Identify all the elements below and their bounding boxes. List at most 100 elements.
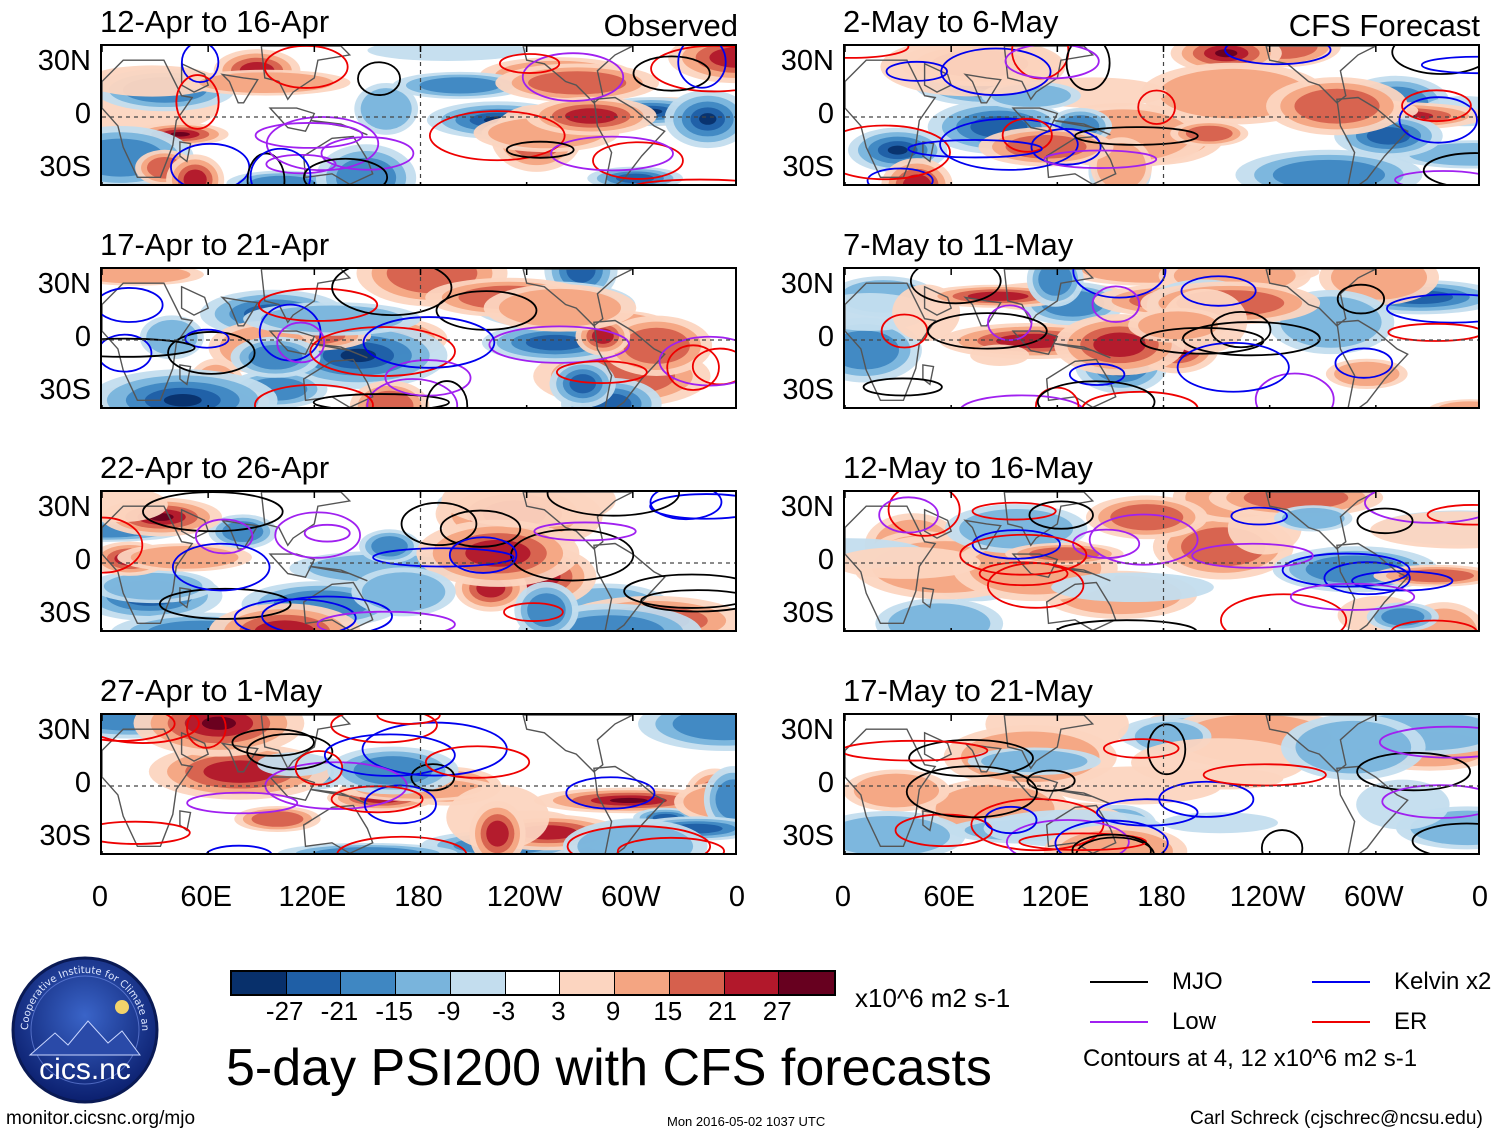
coastline [922, 364, 935, 386]
kelvin-contour [180, 46, 220, 84]
low-contour [1289, 582, 1416, 611]
anomaly-shading [254, 620, 315, 630]
coastline [179, 364, 192, 386]
coastline [268, 330, 316, 355]
kelvin-contour [866, 167, 934, 184]
y-tick-label: 0 [74, 544, 91, 576]
observed-label: Observed [603, 8, 738, 43]
mjo-contour [546, 492, 680, 517]
coastline [180, 285, 210, 316]
anomaly-shading [981, 750, 1088, 773]
anomaly-shading [419, 77, 501, 94]
mjo-contour [1026, 769, 1076, 792]
map-panel [843, 267, 1480, 409]
y-tick-label: 0 [817, 544, 834, 576]
low-contour [1088, 513, 1199, 566]
y-tick-label: 30S [782, 597, 834, 630]
anomaly-shading [441, 492, 616, 528]
x-tick-label: 120W [486, 881, 563, 913]
colorbar-tick-label: 15 [653, 996, 683, 1026]
mjo-contour [1065, 46, 1111, 91]
coastline [593, 319, 666, 407]
map-svg [102, 715, 735, 853]
kelvin-contour [323, 733, 456, 777]
anomaly-shading [566, 269, 596, 283]
er-contour [1220, 593, 1348, 630]
low-contour [1005, 819, 1130, 853]
y-tick-label: 0 [74, 321, 91, 353]
panel-title: 2-May to 6-May [843, 4, 1059, 39]
er-contour [102, 516, 144, 574]
kelvin-contour [984, 805, 1038, 835]
low-contour [533, 521, 637, 542]
anomaly-shading [1093, 332, 1146, 357]
er-contour [257, 287, 379, 322]
y-tick-label: 30N [37, 713, 91, 746]
coastline [1053, 342, 1111, 359]
anomaly-shading [1330, 269, 1427, 300]
coastline [102, 282, 194, 402]
colorbar-cell [724, 972, 780, 994]
coastline [260, 492, 352, 547]
x-tick-label: 60E [180, 881, 232, 913]
coastline [1011, 107, 1059, 132]
y-tick-label: 30N [37, 267, 91, 300]
coastline [1045, 358, 1117, 407]
anomaly-shading [709, 47, 735, 68]
forecast-label: CFS Forecast [1288, 8, 1480, 43]
coastline [260, 269, 352, 324]
anomaly-shading [183, 169, 207, 184]
timestamp: Mon 2016-05-02 1037 UTC [667, 1114, 826, 1129]
anomaly-shading [672, 715, 735, 741]
y-tick-label: 30S [782, 374, 834, 407]
anomaly-shading [1028, 547, 1100, 561]
legend-line [1312, 981, 1370, 983]
map-panel [100, 267, 737, 409]
kelvin-contour [1030, 128, 1102, 166]
kelvin-contour [233, 598, 357, 630]
coastline [522, 492, 634, 550]
mjo-contour [1071, 833, 1152, 853]
coastline [1336, 542, 1409, 630]
anomaly-shading [1281, 507, 1345, 529]
coastline [593, 96, 666, 184]
x-tick-label: 180 [1137, 881, 1186, 913]
low-contour [265, 153, 337, 175]
colorbar-cell [232, 972, 287, 994]
low-contour [316, 610, 456, 630]
anomaly-shading [146, 319, 198, 355]
y-tick-label: 30S [39, 597, 91, 630]
map-svg [102, 269, 735, 407]
er-contour [309, 326, 456, 377]
mjo-contour [632, 55, 711, 92]
anomaly-shading [1130, 738, 1307, 787]
figure-title: 5-day PSI200 with CFS forecasts [226, 1039, 992, 1097]
anomaly-shading [715, 779, 735, 820]
low-contour [1254, 372, 1335, 407]
map-svg [845, 46, 1478, 184]
anomaly-shading [1110, 504, 1184, 531]
kelvin-contour [1180, 275, 1257, 307]
mjo-contour [1056, 619, 1198, 630]
x-tick-label: 0 [91, 881, 109, 913]
kelvin-contour [907, 139, 1043, 159]
anomaly-shading [887, 145, 908, 155]
y-tick-label: 30N [37, 490, 91, 523]
kelvin-contour [1224, 46, 1332, 66]
low-contour [276, 321, 326, 364]
website-link[interactable]: monitor.cicsnc.org/mjo [6, 1108, 196, 1129]
y-tick-label: 0 [817, 767, 834, 799]
er-contour [376, 715, 441, 725]
er-contour [1137, 89, 1176, 125]
er-contour [987, 562, 1085, 609]
mjo-contour [1411, 822, 1478, 853]
x-tick-label: 0 [728, 881, 746, 913]
anomaly-shading [1051, 572, 1214, 603]
er-contour [887, 492, 961, 537]
colorbar-cell [779, 972, 834, 994]
colorbar-tick-label: -3 [492, 996, 516, 1026]
anomaly-shading [1295, 720, 1412, 774]
kelvin-contour [261, 595, 393, 630]
colorbar-tick-label: -27 [265, 996, 304, 1026]
anomaly-shading [360, 88, 412, 130]
